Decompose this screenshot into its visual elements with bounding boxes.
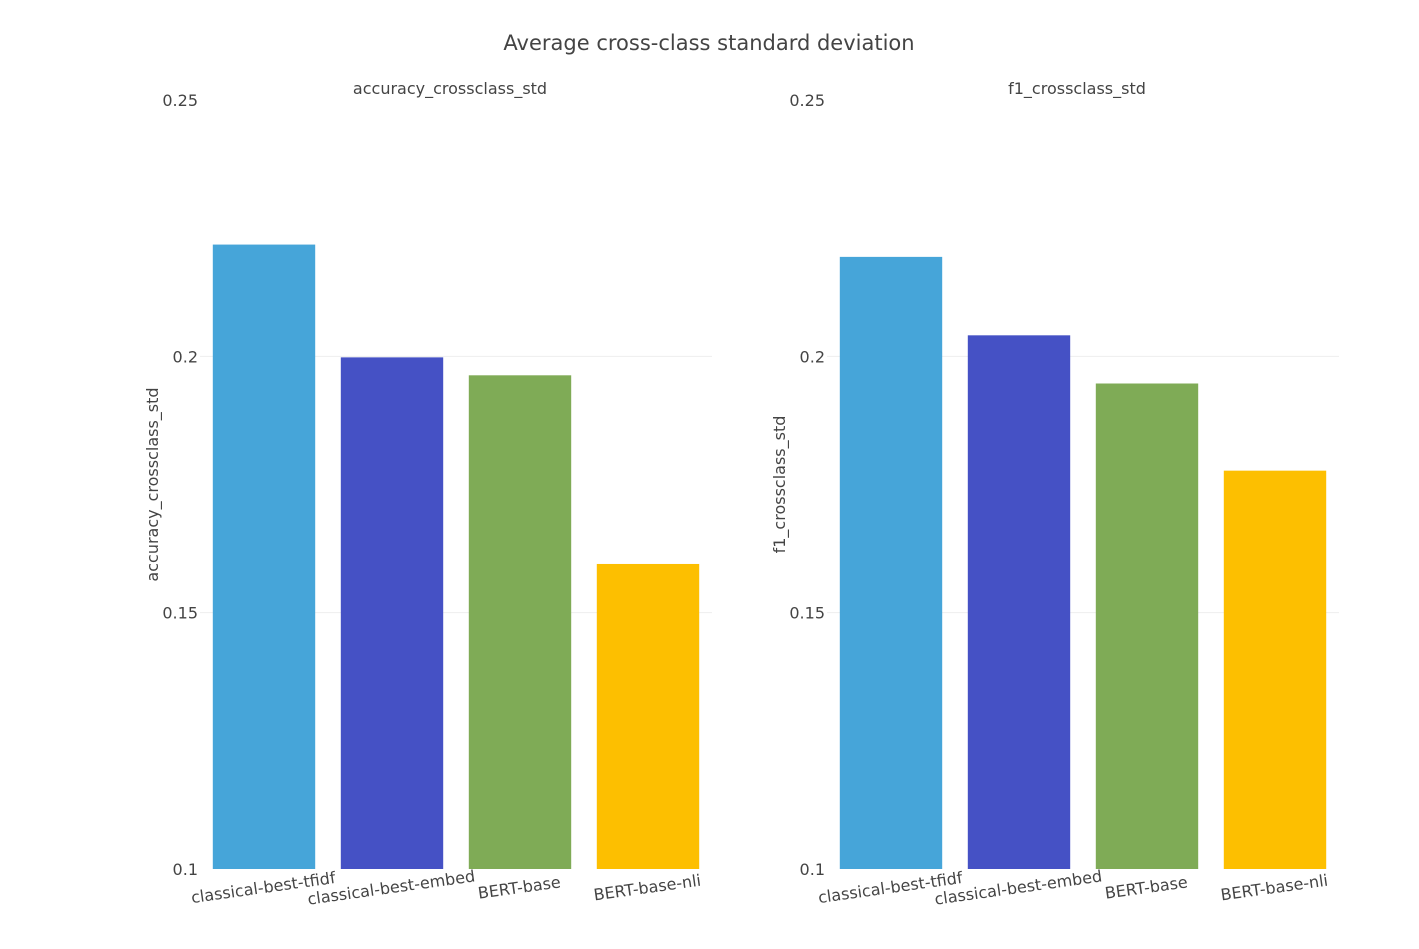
- y-tick-label: 0.15: [789, 604, 825, 623]
- x-tick-label: BERT-base: [1104, 872, 1189, 902]
- bar-BERT-base: [1095, 383, 1199, 869]
- x-tick-label: BERT-base-nli: [1219, 871, 1329, 905]
- y-tick-label: 0.15: [162, 604, 198, 623]
- bar-classical-best-tfidf: [212, 244, 316, 869]
- y-tick-label: 0.1: [173, 860, 198, 879]
- chart-title: Average cross-class standard deviation: [503, 31, 914, 55]
- y-axis-label: f1_crossclass_std: [770, 416, 790, 554]
- y-tick-label: 0.25: [789, 91, 825, 110]
- bar-classical-best-tfidf: [839, 256, 943, 870]
- y-tick-label: 0.25: [162, 91, 198, 110]
- subplots: accuracy_crossclass_std 0.1 0.15 0.2 0.25 acc…: [143, 79, 1339, 909]
- bar-classical-best-embed: [340, 357, 444, 869]
- bar-classical-best-embed: [967, 335, 1071, 870]
- y-tick-label: 0.2: [173, 347, 198, 366]
- bar-BERT-base-nli: [596, 563, 700, 869]
- y-axis-label: accuracy_crossclass_std: [143, 387, 163, 581]
- x-tick-label: BERT-base: [477, 872, 562, 902]
- subplot-title: accuracy_crossclass_std: [353, 79, 547, 99]
- bar-BERT-base-nli: [1223, 470, 1327, 869]
- subplot-2: f1_crossclass_std 0.1 0.15 0.2 0.25 f1_crossc…: [770, 79, 1339, 909]
- y-tick-label: 0.2: [800, 347, 825, 366]
- bar-BERT-base: [468, 375, 572, 869]
- x-tick-label: BERT-base-nli: [592, 871, 702, 905]
- subplot-title: f1_crossclass_std: [1008, 79, 1146, 99]
- y-tick-label: 0.1: [800, 860, 825, 879]
- subplot-1: accuracy_crossclass_std 0.1 0.15 0.2 0.25 acc…: [143, 79, 712, 909]
